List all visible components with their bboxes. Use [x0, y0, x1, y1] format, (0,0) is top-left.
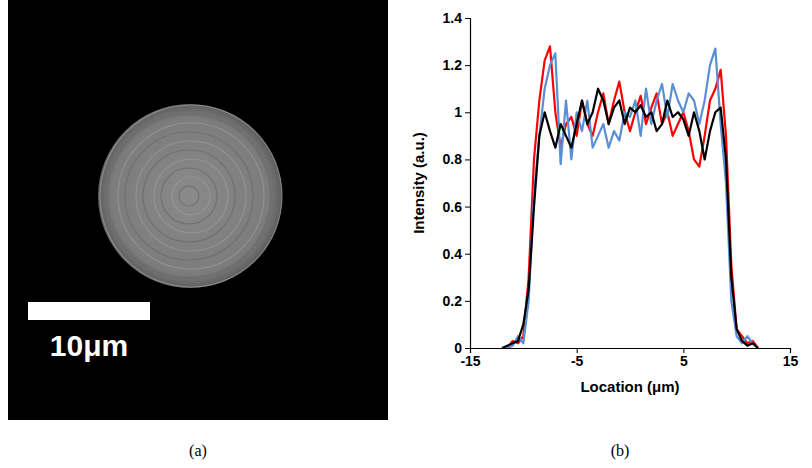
- tick: -5: [571, 348, 584, 369]
- tick: 15: [783, 348, 799, 369]
- tick-label: -15: [460, 353, 480, 369]
- x-axis-title: Location (μm): [580, 378, 679, 395]
- y-axis: 0 0.2 0.4 0.6 0.8 1 1.2 1.4: [443, 10, 471, 356]
- tick: 0.6: [443, 199, 470, 215]
- tick: -15: [460, 348, 480, 369]
- series-line: [502, 89, 758, 348]
- tick-mark: [465, 348, 470, 349]
- disc-ring: [161, 168, 217, 224]
- tick-mark: [465, 65, 470, 66]
- disc-ring: [107, 114, 271, 278]
- tick: 1: [454, 104, 470, 120]
- series-line: [502, 49, 758, 348]
- tick-label: 0.2: [443, 293, 463, 309]
- tick-label: -5: [571, 353, 584, 369]
- series-line: [502, 46, 758, 348]
- panel-caption: (a): [189, 442, 207, 460]
- disc-ring: [172, 177, 210, 215]
- figure: 10μm (a) -15 -5 5 15 0 0.2 0.4 0.6 0.8 1 1.2 1.4 Locat…: [0, 0, 812, 468]
- panel-caption: (b): [611, 442, 630, 460]
- disc-ring: [125, 132, 253, 260]
- disc-ring: [154, 159, 228, 233]
- tick-mark: [465, 18, 470, 19]
- tick: 0.8: [443, 151, 470, 167]
- lines: [502, 46, 758, 348]
- axis-line: [465, 19, 471, 349]
- tick-mark: [465, 207, 470, 208]
- tick-label: 5: [680, 353, 688, 369]
- tick-label: 0.4: [443, 246, 463, 262]
- tick: 0.4: [443, 246, 470, 262]
- tick-mark: [465, 254, 470, 255]
- tick: 0.2: [443, 293, 470, 309]
- disc-ring: [118, 123, 264, 269]
- image-background: [8, 0, 388, 420]
- disc: [98, 104, 282, 288]
- tick-label: 1: [454, 104, 462, 120]
- tick-mark: [465, 301, 470, 302]
- y-axis-title: Intensity (a.u.): [410, 132, 427, 234]
- tick-label: 1.2: [443, 57, 463, 73]
- disc-ring: [100, 105, 282, 287]
- x-axis: -15 -5 5 15: [460, 348, 798, 369]
- axis-line: [471, 349, 791, 354]
- tick-label: 0: [454, 340, 462, 356]
- image-panel: 10μm: [8, 0, 388, 420]
- tick-label: 0.6: [443, 199, 463, 215]
- tick: 5: [680, 348, 688, 369]
- tick-label: 0.8: [443, 151, 463, 167]
- tick: 0: [454, 340, 470, 356]
- disc-ring: [179, 186, 199, 206]
- tick-label: 1.4: [443, 10, 463, 26]
- scale-bar: [28, 302, 150, 320]
- disc-ring: [136, 141, 246, 251]
- tick-mark: [465, 159, 470, 160]
- disc-ring: [143, 150, 235, 242]
- tick-label: 15: [783, 353, 799, 369]
- tick: 1.4: [443, 10, 470, 26]
- scale-bar-label: 10μm: [50, 329, 128, 362]
- tick: 1.2: [443, 57, 470, 73]
- tick-mark: [465, 112, 470, 113]
- chart-panel: -15 -5 5 15 0 0.2 0.4 0.6 0.8 1 1.2 1.4 Location (μm…: [410, 10, 798, 395]
